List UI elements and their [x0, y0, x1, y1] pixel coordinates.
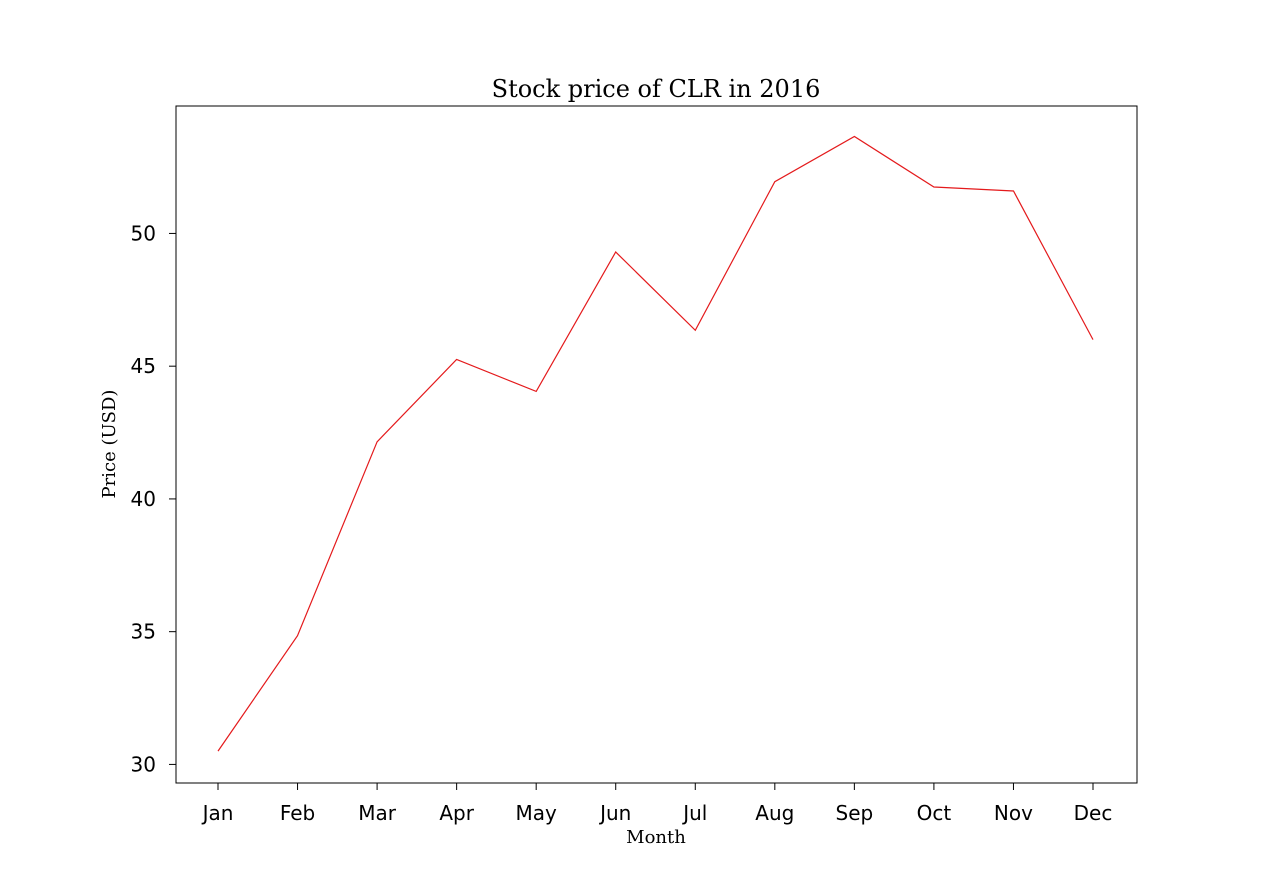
x-axis-label: Month: [626, 827, 686, 848]
y-axis-label: Price (USD): [99, 390, 120, 499]
x-tick-label: Aug: [755, 801, 794, 825]
chart-title: Stock price of CLR in 2016: [492, 75, 821, 103]
x-tick-label: Jan: [201, 801, 234, 825]
plot-frame: [175, 105, 1138, 784]
x-tick-label: Dec: [1074, 801, 1113, 825]
y-tick-label: 45: [131, 354, 156, 378]
x-tick-label: Apr: [439, 801, 474, 825]
x-axis: Jan Feb Mar Apr May Jun Jul Aug Sep Oct Nov Dec: [201, 783, 1113, 825]
y-tick-label: 35: [131, 620, 156, 644]
y-tick-label: 40: [131, 487, 156, 511]
series-group: [217, 135, 1094, 752]
x-tick-label: Oct: [917, 801, 952, 825]
x-tick-label: Nov: [994, 801, 1033, 825]
x-tick-label: Jul: [681, 801, 707, 825]
x-tick-label: Feb: [280, 801, 315, 825]
series-line: [217, 135, 1094, 752]
x-tick-label: Sep: [836, 801, 874, 825]
y-axis: 30 35 40 45 50: [131, 221, 176, 776]
y-tick-label: 50: [131, 221, 156, 245]
y-tick-label: 30: [131, 752, 156, 776]
x-tick-label: May: [516, 801, 558, 825]
x-tick-label: Mar: [358, 801, 397, 825]
x-tick-label: Jun: [598, 801, 631, 825]
